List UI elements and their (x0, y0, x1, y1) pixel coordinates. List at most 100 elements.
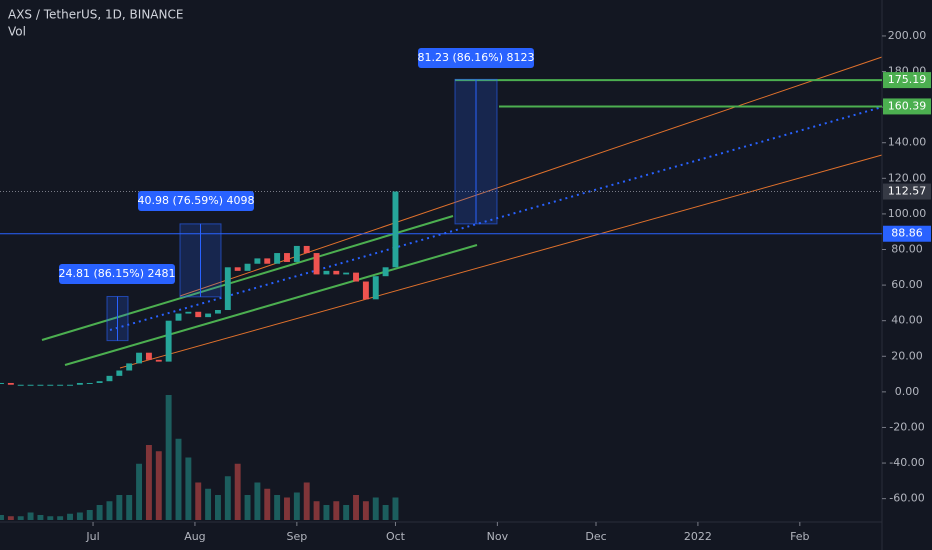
volume-bar (284, 497, 290, 520)
candle (244, 263, 251, 271)
y-tick-label: -40.00 (889, 456, 924, 469)
candle (145, 352, 152, 360)
volume-bar (76, 512, 83, 520)
volume-bar (274, 495, 281, 520)
volume-bar (392, 497, 399, 520)
trend-upper (41, 215, 454, 341)
volume-bar (214, 495, 221, 520)
measure-label: 81.23 (86.16%) 8123 (417, 51, 534, 64)
y-tick-label: 140.00 (888, 136, 927, 149)
candle (0, 382, 4, 384)
y-tick-label: -60.00 (889, 492, 924, 505)
volume-bar (7, 516, 14, 520)
candle (195, 311, 202, 318)
candle (175, 313, 182, 321)
volume-bar (17, 516, 24, 520)
volume-bar (155, 451, 162, 520)
price-label: 112.57 (888, 185, 927, 198)
candle (165, 320, 172, 362)
volume-bar (343, 505, 350, 520)
volume-bar (254, 482, 261, 520)
volume-bar (224, 476, 231, 520)
volume-bar (372, 497, 379, 520)
volume-bar (382, 505, 389, 520)
x-tick-label: Nov (487, 530, 509, 543)
candle (96, 381, 103, 383)
volume-bar (57, 516, 64, 520)
volume-bar (264, 488, 271, 520)
measure-label-bg (138, 191, 254, 211)
price-label-bg (883, 183, 931, 200)
x-tick-label: Aug (184, 530, 205, 543)
volume-bar (96, 505, 103, 520)
y-tick-label: 120.00 (888, 171, 927, 184)
candle (224, 267, 231, 311)
trend-lower (64, 244, 478, 366)
candle (67, 384, 73, 386)
channel-mid (109, 106, 883, 331)
price-label: 175.19 (888, 73, 927, 86)
volume-bar (244, 495, 251, 520)
volume-bar (185, 457, 192, 520)
measure-label-bg (418, 48, 534, 68)
indicator-label: Vol (8, 25, 26, 39)
candle (284, 253, 290, 262)
y-tick-label: 80.00 (891, 243, 923, 256)
candle (86, 382, 93, 384)
candle (323, 270, 330, 275)
volume-bar (145, 445, 152, 520)
candle (37, 384, 44, 386)
volume-bar (195, 482, 202, 520)
candle (214, 310, 221, 314)
candle (185, 311, 192, 314)
volume-bar (0, 515, 4, 520)
volume-bar (136, 463, 143, 520)
candle (343, 272, 350, 275)
candle (27, 384, 34, 386)
candle (362, 281, 369, 300)
volume-bar (323, 505, 330, 520)
volume-bar (353, 495, 359, 520)
volume-bar (116, 495, 123, 520)
chart-title: AXS / TetherUS, 1D, BINANCE (8, 8, 183, 22)
volume-bar (313, 501, 320, 520)
volume-bar (205, 488, 212, 520)
volume-bar (303, 482, 310, 520)
candle (353, 272, 359, 282)
candle (57, 384, 64, 386)
y-tick-label: 100.00 (888, 207, 927, 220)
candle (333, 270, 340, 275)
candle (382, 267, 389, 277)
x-tick-label: Dec (585, 530, 606, 543)
price-label: 88.86 (891, 227, 923, 240)
candle (264, 258, 271, 264)
y-tick-label: 0.00 (895, 385, 920, 398)
volume-bar (362, 501, 369, 520)
volume-bar (175, 438, 182, 520)
volume-bar (67, 513, 73, 520)
candle (372, 276, 379, 300)
candle (274, 253, 281, 264)
candle (313, 253, 320, 275)
volume-bar (47, 516, 54, 520)
y-tick-label: 20.00 (891, 349, 923, 362)
y-tick-label: 40.00 (891, 314, 923, 327)
volume-bar (333, 501, 340, 520)
candle (234, 267, 241, 271)
channel-lower (119, 154, 883, 369)
volume-bar (27, 512, 34, 520)
volume-bar (126, 495, 133, 520)
volume-bar (234, 463, 241, 520)
y-tick-label: 60.00 (891, 278, 923, 291)
x-tick-label: Oct (386, 530, 406, 543)
volume-bar (293, 492, 300, 520)
volume-bar (37, 515, 44, 520)
candle (392, 191, 399, 268)
candle (205, 313, 212, 318)
x-tick-label: Sep (286, 530, 307, 543)
price-label: 160.39 (888, 99, 927, 112)
y-tick-label: 200.00 (888, 29, 927, 42)
candle (17, 384, 24, 386)
